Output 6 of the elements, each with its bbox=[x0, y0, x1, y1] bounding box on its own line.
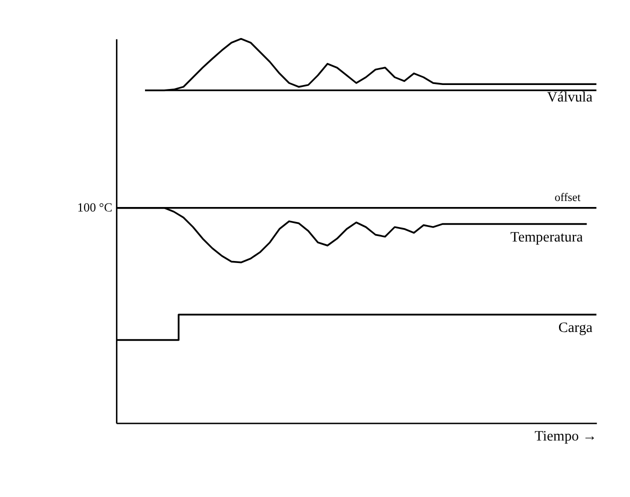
annotation: offset bbox=[554, 192, 582, 204]
series-label: Temperatura bbox=[510, 229, 584, 246]
series-label: Válvula bbox=[546, 89, 594, 106]
series-label: Carga bbox=[558, 320, 594, 336]
text: 100 °C bbox=[77, 200, 112, 215]
x-axis-title: Tiempo → bbox=[534, 428, 597, 445]
